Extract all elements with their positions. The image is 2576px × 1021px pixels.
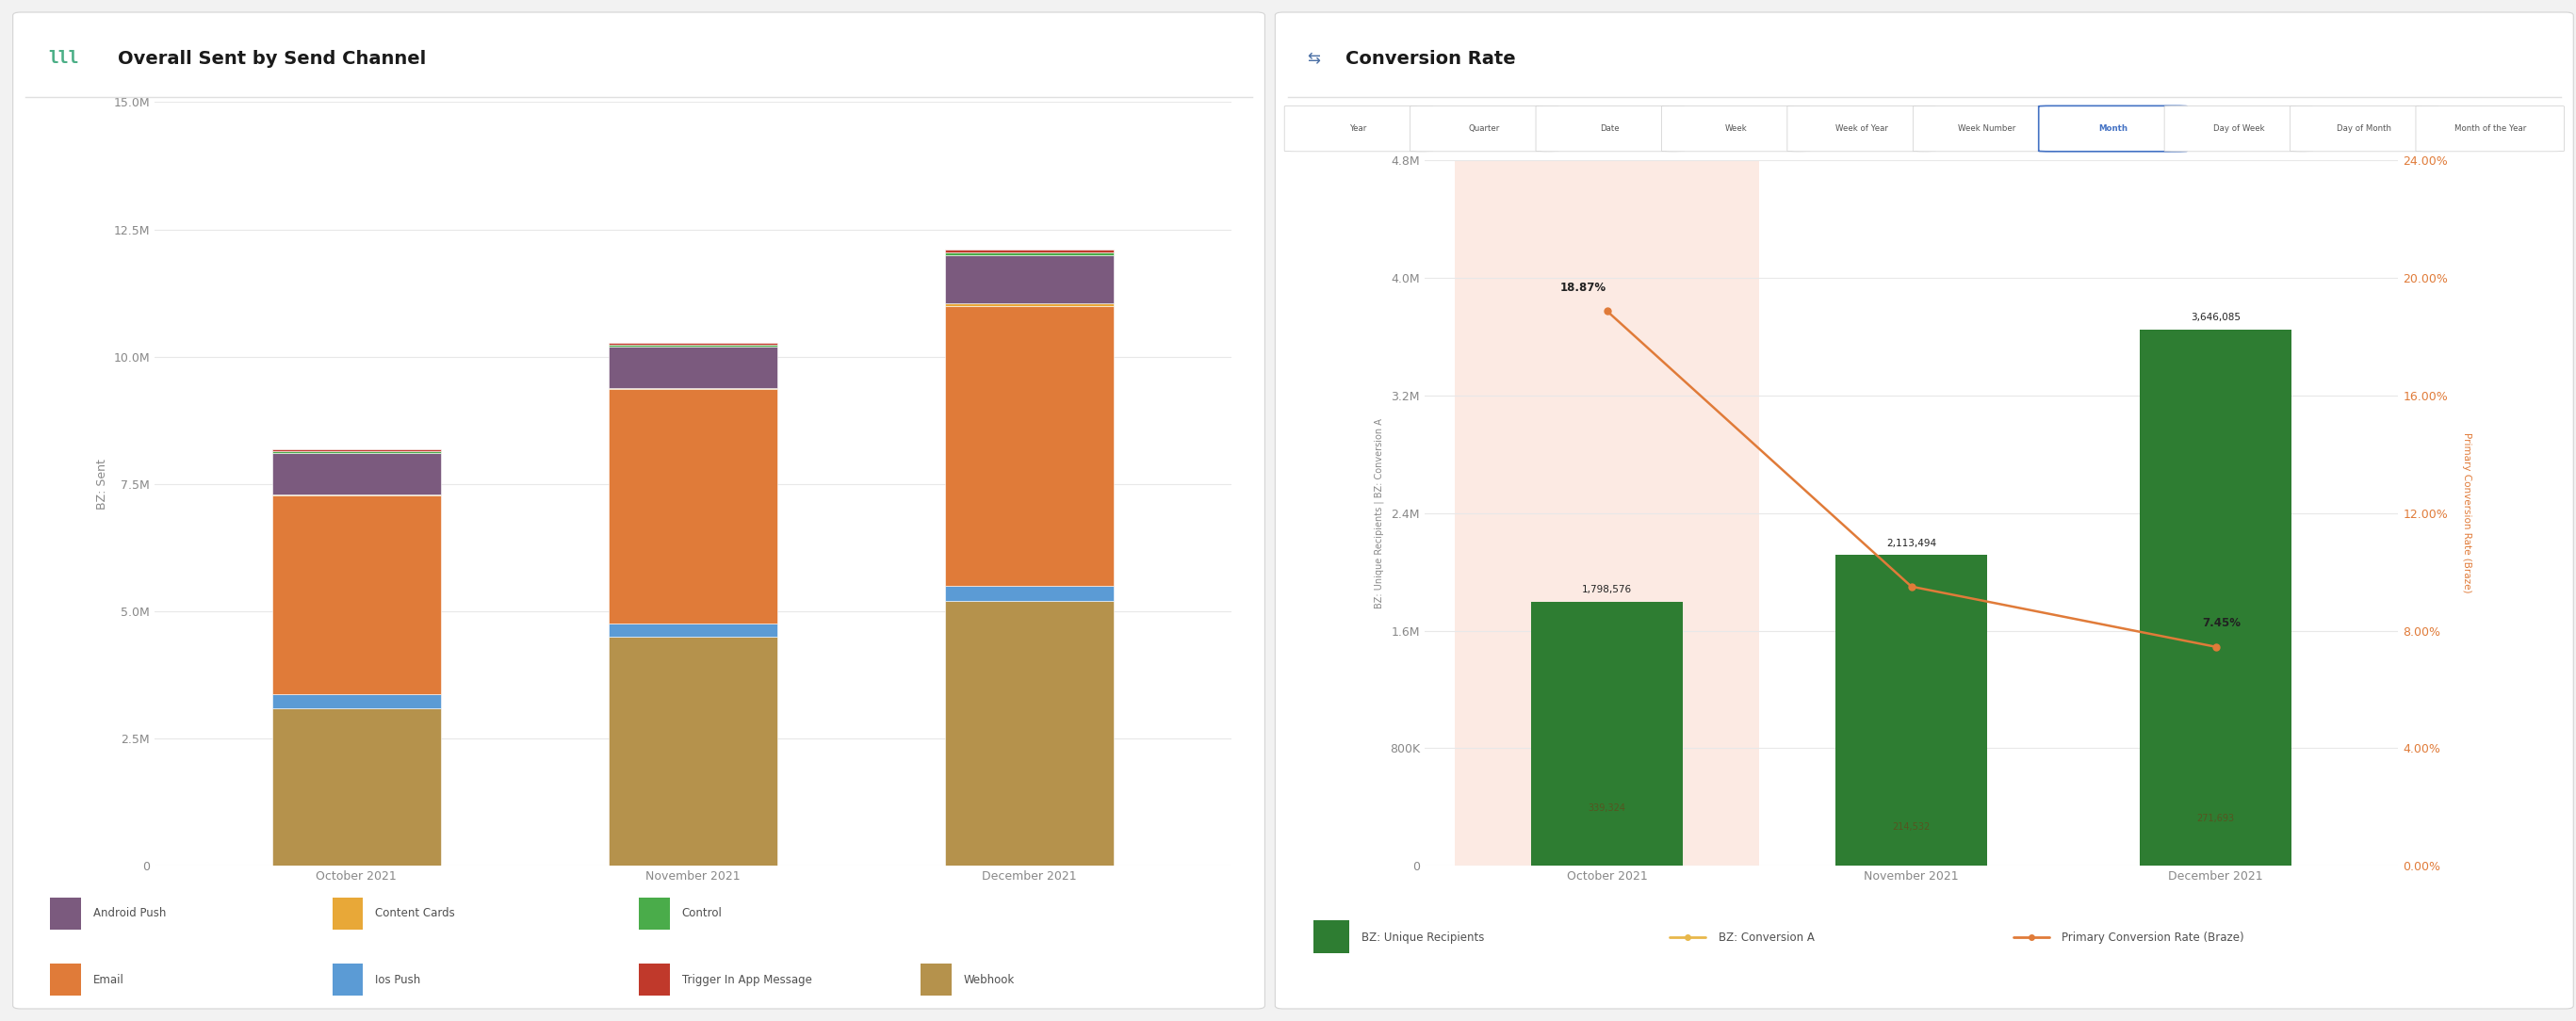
Bar [608, 637, 778, 866]
Text: Week of Year: Week of Year [1834, 125, 1888, 133]
Bar [52, 964, 80, 995]
Text: Year: Year [1350, 125, 1368, 133]
Text: Month: Month [2099, 125, 2128, 133]
FancyBboxPatch shape [2164, 106, 2313, 151]
Text: Content Cards: Content Cards [376, 908, 456, 920]
Text: Conversion Rate: Conversion Rate [1345, 50, 1515, 67]
Text: Quarter: Quarter [1468, 125, 1499, 133]
Text: 3,646,085: 3,646,085 [2190, 313, 2241, 323]
Text: BZ: Unique Recipients: BZ: Unique Recipients [1363, 931, 1484, 943]
Text: Email: Email [93, 974, 124, 986]
FancyBboxPatch shape [1788, 106, 1935, 151]
Text: Week Number: Week Number [1958, 125, 2017, 133]
Bar [273, 451, 440, 453]
Text: Control: Control [683, 908, 721, 920]
Text: Trigger In App Message: Trigger In App Message [683, 974, 811, 986]
Bar [608, 347, 778, 388]
Text: BZ: Conversion A: BZ: Conversion A [1718, 931, 1814, 943]
Bar [945, 586, 1113, 601]
Text: 214,532: 214,532 [1893, 822, 1929, 831]
Bar [1834, 555, 1989, 866]
Bar [332, 897, 363, 929]
Bar [332, 964, 363, 995]
Text: Day of Month: Day of Month [2336, 125, 2391, 133]
Text: 1,798,576: 1,798,576 [1582, 585, 1633, 594]
Text: Date: Date [1600, 125, 1620, 133]
Text: Primary Conversion Rate (Braze): Primary Conversion Rate (Braze) [2061, 931, 2244, 943]
Bar [639, 964, 670, 995]
Y-axis label: Primary Conversion Rate (Braze): Primary Conversion Rate (Braze) [2463, 433, 2470, 593]
Text: Day of Week: Day of Week [2213, 125, 2264, 133]
Y-axis label: BZ: Sent: BZ: Sent [95, 458, 108, 509]
Bar [52, 897, 80, 929]
Bar [273, 708, 440, 866]
FancyBboxPatch shape [2038, 106, 2187, 151]
Text: 7.45%: 7.45% [2202, 617, 2241, 629]
Text: Android Push: Android Push [93, 908, 165, 920]
FancyBboxPatch shape [1662, 106, 1811, 151]
FancyBboxPatch shape [1409, 106, 1558, 151]
Text: Ios Push: Ios Push [376, 974, 420, 986]
FancyBboxPatch shape [1285, 106, 1432, 151]
Bar [608, 388, 778, 389]
Text: 339,324: 339,324 [1589, 804, 1625, 813]
Bar [920, 964, 951, 995]
FancyBboxPatch shape [1914, 106, 2061, 151]
FancyBboxPatch shape [2290, 106, 2439, 151]
Bar [273, 694, 440, 708]
Bar [945, 303, 1113, 305]
Bar [945, 252, 1113, 255]
Text: Week: Week [1723, 125, 1747, 133]
Bar [945, 255, 1113, 303]
Bar [608, 344, 778, 347]
Bar [273, 495, 440, 694]
Bar [1455, 160, 1759, 866]
Text: Month of the Year: Month of the Year [2455, 125, 2527, 133]
Text: 18.87%: 18.87% [1558, 281, 1605, 293]
Bar [273, 453, 440, 494]
Bar [273, 494, 440, 495]
Bar [1314, 920, 1350, 954]
Text: Webhook: Webhook [963, 974, 1015, 986]
Bar [639, 897, 670, 929]
Bar [608, 389, 778, 624]
Bar [273, 449, 440, 451]
Bar [2141, 330, 2293, 866]
Bar [945, 305, 1113, 586]
Text: lll: lll [49, 50, 80, 67]
Text: 2,113,494: 2,113,494 [1886, 538, 1937, 548]
Bar [945, 250, 1113, 252]
Bar [945, 601, 1113, 866]
Bar [608, 342, 778, 344]
Y-axis label: BZ: Unique Recipients | BZ: Conversion A: BZ: Unique Recipients | BZ: Conversion A [1376, 418, 1383, 609]
Bar [1530, 601, 1682, 866]
Bar [608, 624, 778, 637]
Text: 271,693: 271,693 [2197, 814, 2233, 823]
FancyBboxPatch shape [1535, 106, 1685, 151]
FancyBboxPatch shape [2416, 106, 2563, 151]
Text: ⇆: ⇆ [1306, 50, 1319, 67]
Text: Overall Sent by Send Channel: Overall Sent by Send Channel [118, 50, 425, 67]
